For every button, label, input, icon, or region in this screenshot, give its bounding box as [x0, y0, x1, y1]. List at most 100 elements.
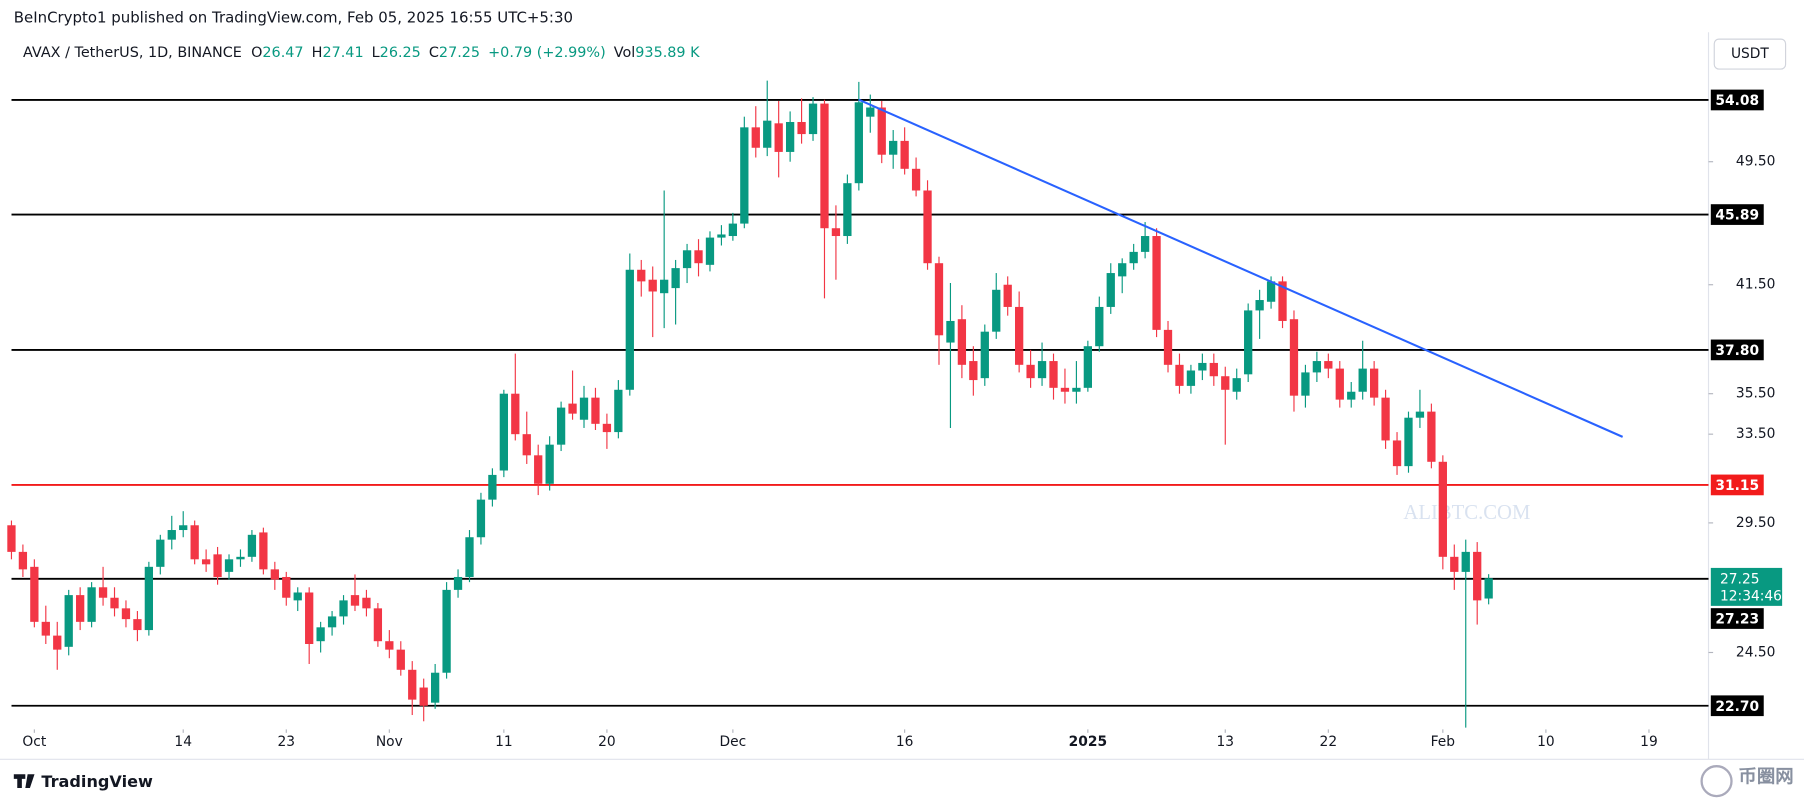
candle-body [602, 423, 612, 433]
candle-body [453, 576, 463, 590]
candle-body [1198, 362, 1207, 371]
y-tick-label: 33.50 [1736, 426, 1776, 442]
candle-body [419, 687, 428, 706]
candle-body [1278, 281, 1287, 321]
candle-body [442, 589, 451, 673]
x-tick-label: 20 [598, 734, 616, 750]
legend-key: H [312, 45, 323, 61]
legend-key: L [372, 45, 380, 61]
candle-body [992, 289, 1001, 332]
candle-body [946, 320, 955, 343]
candle-body [1015, 306, 1024, 365]
legend-value: 26.47 [262, 45, 303, 61]
candle-body [740, 127, 749, 224]
brand-text: 币圈网 [1738, 767, 1793, 788]
candle-body [362, 597, 371, 609]
candle-body [660, 279, 669, 294]
legend-change: +0.79 (+2.99%) [488, 45, 606, 61]
candle-body [1324, 361, 1333, 369]
candle-body [774, 123, 783, 152]
candle-body [121, 608, 131, 620]
x-tick-label: 10 [1537, 734, 1555, 750]
candle-body [110, 597, 119, 609]
candle-body [316, 627, 325, 642]
legend-key: Vol [614, 45, 636, 61]
level-label-box [1710, 339, 1764, 361]
published-note: BeInCrypto1 published on TradingView.com… [14, 8, 573, 26]
level-label-box [1710, 608, 1764, 629]
candle-body [797, 121, 806, 135]
candle-body [431, 672, 440, 703]
level-label-box [1710, 204, 1764, 225]
x-tick-label: 2025 [1069, 734, 1107, 750]
candle-body [831, 228, 841, 237]
currency-label[interactable]: USDT [1731, 46, 1769, 62]
x-tick-label: 14 [174, 734, 192, 750]
candle-body [282, 576, 291, 598]
x-tick-label: 11 [495, 734, 513, 750]
candle-body [1358, 368, 1367, 392]
candle-body [808, 103, 818, 135]
candle-body [1049, 361, 1058, 388]
candle-body [1106, 273, 1115, 307]
candle-body [190, 525, 199, 560]
candle-body [1152, 236, 1161, 330]
candle-body [751, 127, 760, 148]
candle-body [133, 619, 142, 631]
candle-body [568, 403, 577, 414]
candle-body [957, 319, 967, 365]
candle-body [476, 499, 486, 538]
candle-body [350, 595, 360, 606]
trendline [858, 98, 1624, 438]
candle-body [76, 595, 85, 622]
y-tick-label: 29.50 [1736, 515, 1776, 531]
candle-body [30, 566, 39, 622]
candle-body [911, 168, 921, 191]
candle-body [270, 569, 279, 580]
candle-body [785, 121, 795, 152]
level-label: 31.15 [1715, 478, 1759, 494]
candle-body [705, 237, 715, 265]
candle-body [41, 621, 50, 636]
x-tick-label: 16 [896, 734, 914, 750]
candle-body [1335, 368, 1344, 400]
candle-body [1415, 411, 1425, 418]
candle-body [1175, 364, 1184, 386]
candle-body [1369, 368, 1379, 398]
watermark: ALIBTC.COM [1403, 502, 1530, 524]
currency-button[interactable] [1713, 38, 1787, 70]
candle-body [763, 120, 772, 148]
candle-body [889, 140, 898, 155]
legend-value: 27.41 [322, 45, 363, 61]
candle-body [556, 407, 566, 445]
candle-body [167, 530, 176, 540]
symbol-legend: AVAX / TetherUS, 1D, BINANCE O26.47 H27.41… [23, 45, 700, 61]
candle-body [488, 474, 497, 500]
candle-body [637, 269, 646, 282]
candle-body [408, 669, 417, 700]
candle-body [1003, 284, 1012, 307]
candle-body [1347, 391, 1356, 400]
candle-body [236, 556, 245, 560]
candle-body [213, 554, 222, 577]
candle-body [1209, 362, 1218, 377]
candle-body [579, 397, 589, 420]
candle-body [614, 389, 623, 433]
candle-body [854, 102, 863, 184]
candle-body [1037, 361, 1047, 379]
y-tick-label: 41.50 [1736, 277, 1776, 293]
candle-body [1221, 376, 1230, 390]
candle-body [1255, 300, 1264, 311]
candle-body [900, 140, 909, 169]
legend-key: C [429, 45, 439, 61]
y-tick-label: 49.50 [1736, 154, 1776, 170]
candle-body [18, 551, 28, 570]
candle-body [1381, 397, 1390, 441]
candle-body [728, 223, 738, 237]
candle-body [201, 559, 211, 565]
candle-body [144, 566, 154, 631]
candle-body [53, 635, 62, 650]
candle-body [87, 587, 96, 622]
footer-brand: TradingView [41, 772, 153, 791]
